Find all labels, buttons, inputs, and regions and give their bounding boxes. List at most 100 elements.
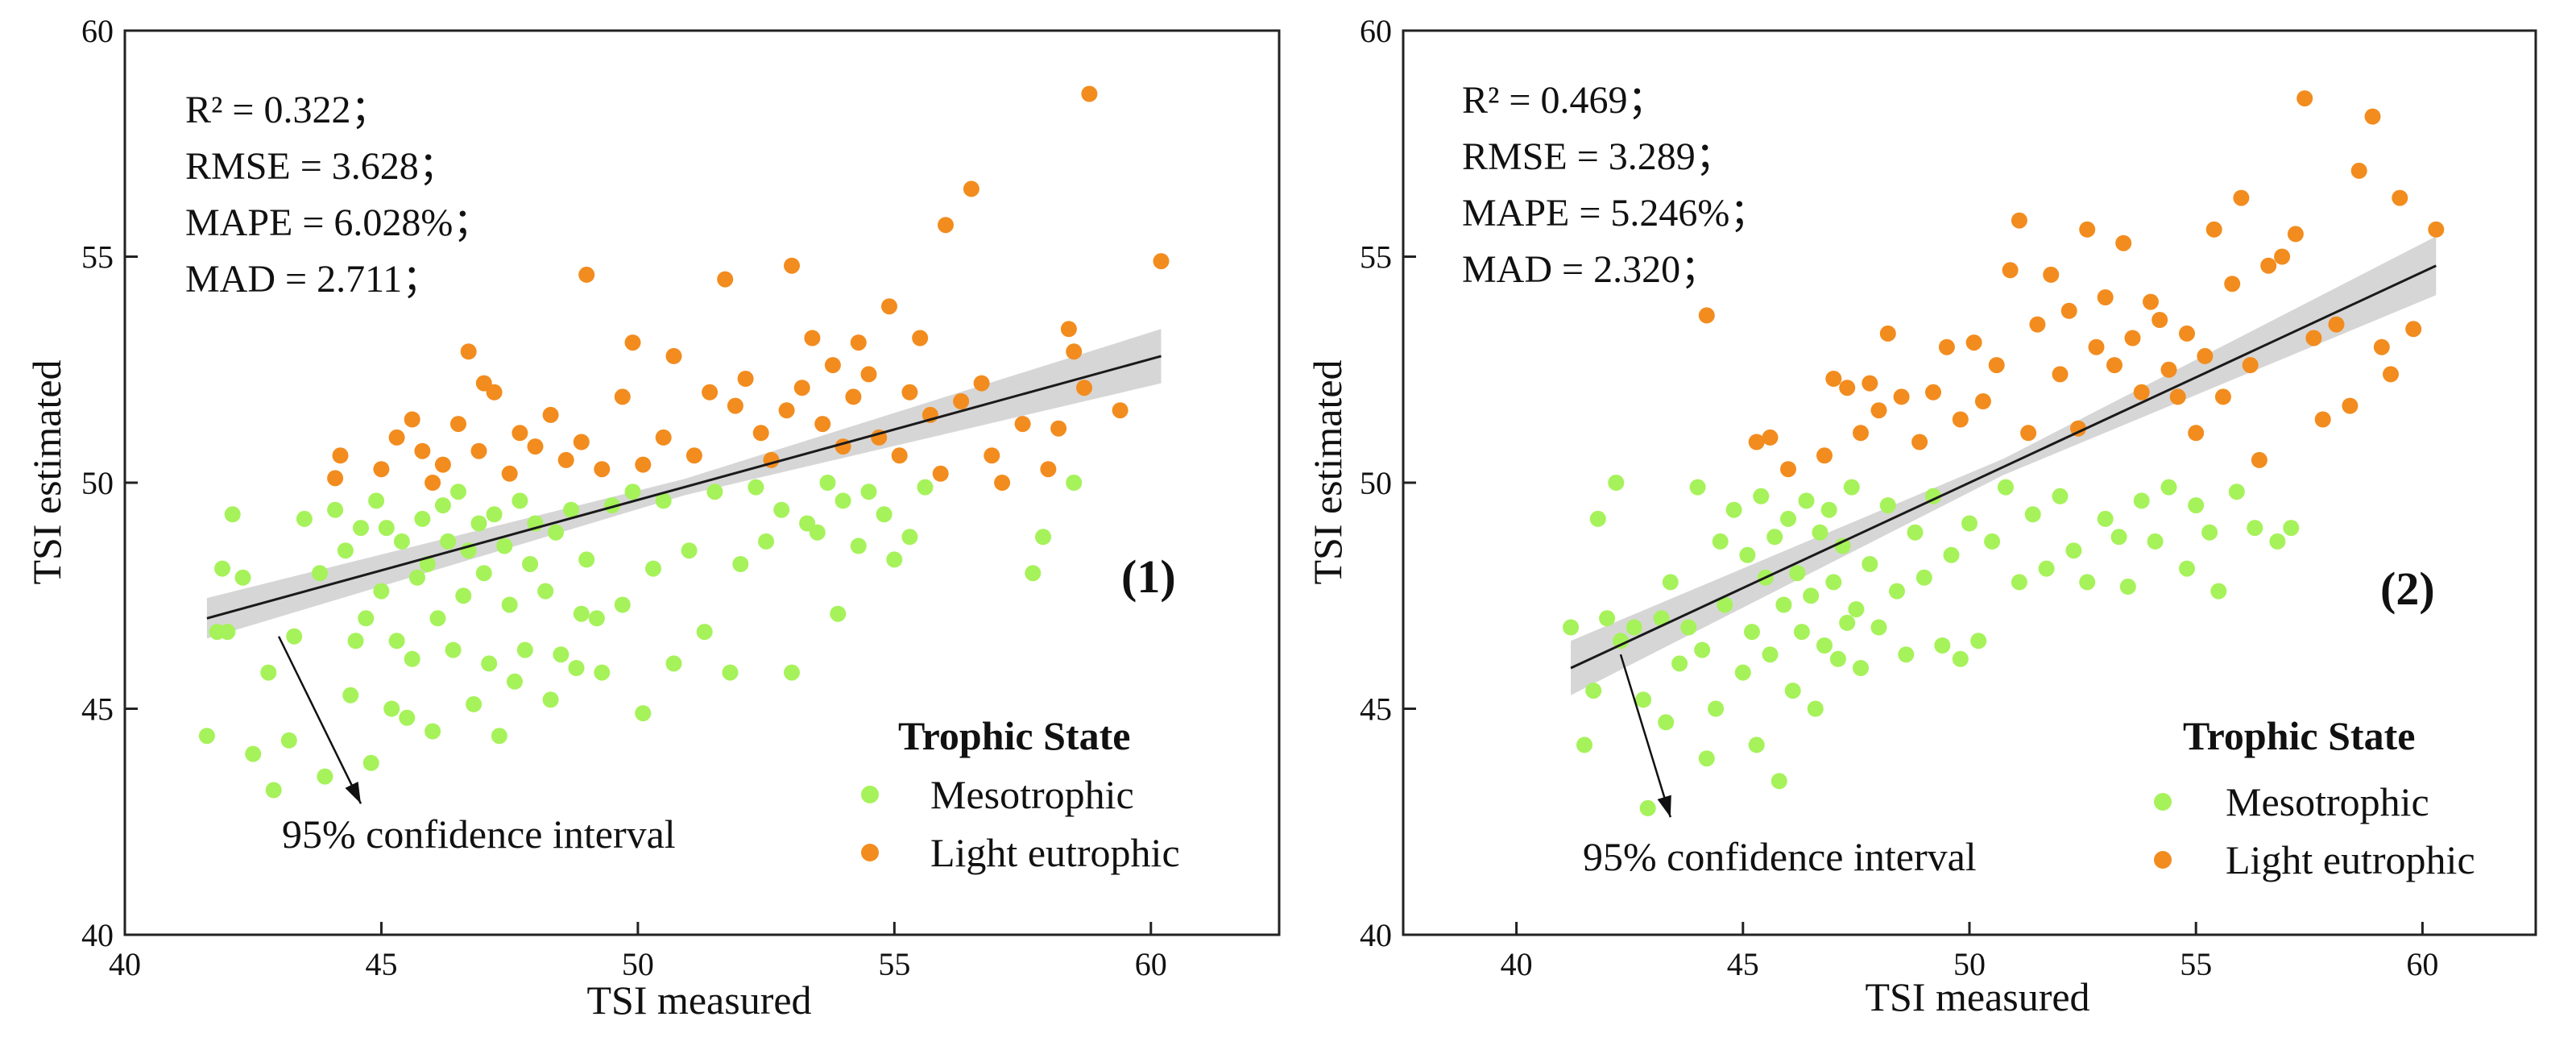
point-mesotrophic <box>2024 506 2041 523</box>
stat-mad: MAD = 2.320； <box>1462 248 1719 291</box>
point-mesotrophic <box>378 520 395 537</box>
point-mesotrophic <box>445 641 462 658</box>
point-mesotrophic <box>491 728 507 745</box>
point-mesotrophic <box>901 529 918 546</box>
point-light-eutrophic <box>1153 253 1170 270</box>
point-mesotrophic <box>1807 700 1824 717</box>
point-mesotrophic <box>337 542 354 559</box>
point-light-eutrophic <box>938 217 954 234</box>
stat-r-squared: R² = 0.469； <box>1462 79 1666 122</box>
point-light-eutrophic <box>1014 416 1031 433</box>
y-axis-label: TSI estimated <box>24 359 69 584</box>
stat-rmse: RMSE = 3.628； <box>185 145 458 188</box>
point-mesotrophic <box>1635 691 1652 708</box>
point-mesotrophic <box>260 664 277 681</box>
panel-label: (1) <box>1121 550 1176 603</box>
point-mesotrophic <box>1789 565 1806 582</box>
point-light-eutrophic <box>1060 321 1077 338</box>
point-light-eutrophic <box>2002 262 2019 279</box>
point-light-eutrophic <box>1825 371 1842 387</box>
point-mesotrophic <box>455 587 472 604</box>
y-tick-label: 55 <box>1360 239 1392 276</box>
point-mesotrophic <box>917 479 934 496</box>
point-mesotrophic <box>507 673 523 690</box>
point-mesotrophic <box>1780 510 1796 527</box>
point-mesotrophic <box>388 633 405 650</box>
point-light-eutrophic <box>2043 266 2060 283</box>
point-mesotrophic <box>234 569 251 586</box>
point-mesotrophic <box>419 556 436 572</box>
point-mesotrophic <box>353 520 369 537</box>
point-mesotrophic <box>1998 479 2014 496</box>
point-mesotrophic <box>886 551 903 568</box>
x-tick-label: 40 <box>1501 946 1533 982</box>
point-light-eutrophic <box>2060 302 2077 319</box>
point-mesotrophic <box>1984 533 2001 550</box>
point-light-eutrophic <box>1050 420 1067 437</box>
point-mesotrophic <box>358 610 375 627</box>
y-tick-label: 40 <box>81 917 114 953</box>
point-mesotrophic <box>588 610 605 627</box>
point-light-eutrophic <box>1780 461 1796 478</box>
point-light-eutrophic <box>527 438 544 455</box>
point-light-eutrophic <box>2151 312 2168 328</box>
point-light-eutrophic <box>2106 357 2123 374</box>
point-mesotrophic <box>342 687 359 703</box>
point-mesotrophic <box>2038 560 2055 577</box>
point-mesotrophic <box>542 691 559 708</box>
point-light-eutrophic <box>2342 397 2359 414</box>
point-light-eutrophic <box>2428 221 2445 238</box>
legend-title: Trophic State <box>898 713 1130 758</box>
point-light-eutrophic <box>486 384 503 400</box>
point-mesotrophic <box>1803 587 1820 604</box>
point-mesotrophic <box>1943 546 1960 563</box>
point-light-eutrophic <box>1081 85 1098 102</box>
point-light-eutrophic <box>717 271 734 288</box>
point-mesotrophic <box>553 646 569 663</box>
point-mesotrophic <box>368 492 385 509</box>
point-light-eutrophic <box>793 380 810 396</box>
point-mesotrophic <box>1820 501 1837 518</box>
point-mesotrophic <box>1775 596 1792 613</box>
point-mesotrophic <box>578 551 595 568</box>
point-mesotrophic <box>450 483 466 500</box>
point-light-eutrophic <box>2392 189 2408 206</box>
point-mesotrophic <box>665 655 682 672</box>
point-light-eutrophic <box>1748 434 1765 450</box>
point-light-eutrophic <box>2197 347 2214 364</box>
point-light-eutrophic <box>2124 330 2141 347</box>
point-mesotrophic <box>1862 556 1878 572</box>
point-light-eutrophic <box>2160 361 2177 378</box>
point-mesotrophic <box>1712 533 1729 550</box>
point-mesotrophic <box>1599 610 1616 627</box>
y-tick-label: 50 <box>81 465 114 501</box>
panel-2-chart: 40 45 50 55 60 40 45 50 55 60 TSI measured TSI es… <box>1305 13 2537 1019</box>
ci-annotation-arrow <box>277 636 362 804</box>
point-mesotrophic <box>1793 624 1810 641</box>
point-mesotrophic <box>470 515 487 532</box>
point-light-eutrophic <box>685 447 702 464</box>
point-light-eutrophic <box>963 181 979 197</box>
point-mesotrophic <box>347 633 364 650</box>
point-mesotrophic <box>434 497 451 514</box>
legend-marker-light-eutrophic <box>2154 851 2172 869</box>
point-light-eutrophic <box>1040 461 1057 478</box>
y-tick-label: 40 <box>1360 917 1392 953</box>
point-light-eutrophic <box>2205 221 2222 238</box>
point-light-eutrophic <box>778 402 795 419</box>
x-tick-label: 50 <box>1953 946 1986 982</box>
point-mesotrophic <box>286 628 303 645</box>
point-light-eutrophic <box>624 334 641 351</box>
point-mesotrophic <box>722 664 739 681</box>
point-light-eutrophic <box>414 442 431 459</box>
point-mesotrophic <box>496 537 513 554</box>
ci-annotation-text: 95% confidence interval <box>282 811 676 857</box>
point-mesotrophic <box>2179 560 2195 577</box>
point-mesotrophic <box>1658 714 1675 731</box>
point-light-eutrophic <box>2242 357 2259 374</box>
point-light-eutrophic <box>752 425 769 442</box>
legend-label-mesotrophic: Mesotrophic <box>930 772 1134 817</box>
point-light-eutrophic <box>573 434 590 450</box>
point-mesotrophic <box>1970 633 1987 650</box>
